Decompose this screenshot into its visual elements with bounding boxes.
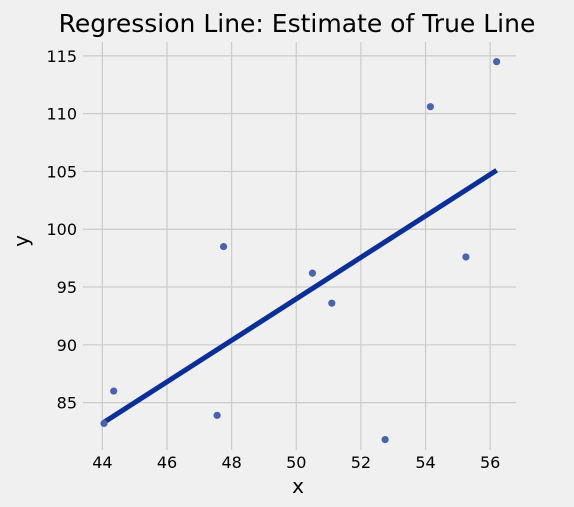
x-axis-label: x bbox=[292, 474, 304, 498]
x-tick-label: 54 bbox=[415, 453, 435, 472]
tick-labels: 44 46 48 50 52 54 56 85 90 95 100 105 110 115 bbox=[46, 47, 500, 472]
x-tick-label: 48 bbox=[221, 453, 241, 472]
x-tick-label: 44 bbox=[92, 453, 112, 472]
scatter-point bbox=[493, 58, 501, 66]
x-tick-label: 52 bbox=[351, 453, 371, 472]
x-tick-label: 46 bbox=[157, 453, 177, 472]
y-tick-label: 115 bbox=[46, 47, 77, 66]
regression-line-layer bbox=[102, 168, 498, 425]
y-tick-label: 90 bbox=[57, 336, 77, 355]
chart-title: Regression Line: Estimate of True Line bbox=[59, 9, 536, 38]
y-tick-label: 95 bbox=[57, 278, 77, 297]
y-axis-label: y bbox=[9, 235, 33, 247]
scatter-point bbox=[110, 387, 118, 395]
scatter-point bbox=[213, 411, 221, 419]
y-tick-label: 105 bbox=[46, 162, 77, 181]
y-tick-label: 100 bbox=[46, 220, 77, 239]
x-tick-label: 56 bbox=[480, 453, 500, 472]
scatter-point bbox=[381, 435, 389, 444]
scatter-point bbox=[100, 419, 108, 428]
scatter-point bbox=[219, 242, 228, 251]
scatter-point bbox=[328, 299, 336, 307]
y-tick-label: 110 bbox=[46, 105, 77, 124]
x-tick-label: 50 bbox=[286, 453, 306, 472]
scatter-points bbox=[100, 58, 501, 444]
y-tick-label: 85 bbox=[57, 394, 77, 413]
grid bbox=[83, 42, 516, 450]
scatter-point bbox=[462, 253, 470, 261]
scatter-point bbox=[426, 103, 434, 111]
scatter-point bbox=[308, 269, 317, 277]
regression-line bbox=[102, 168, 498, 425]
